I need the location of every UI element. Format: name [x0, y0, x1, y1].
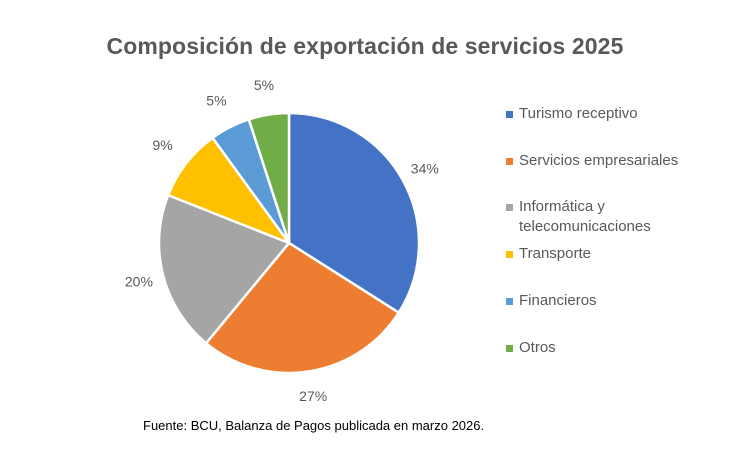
pie-data-labels: 34% 27% 20% 9% 5% 5% [125, 77, 439, 404]
legend-swatch [506, 345, 513, 352]
legend-label: Servicios empresariales [519, 152, 679, 169]
data-label-servicios-empresariales: 27% [299, 388, 327, 404]
legend-swatch [506, 298, 513, 305]
pie-slice-otros [247, 111, 291, 245]
legend-label: Turismo receptivo [519, 105, 638, 122]
source-note: Fuente: BCU, Balanza de Pagos publicada … [143, 418, 485, 433]
legend-label: Otros [519, 339, 556, 356]
pie-slices [157, 111, 421, 375]
data-label-informatica-y-telecomunicaciones: 20% [125, 274, 153, 290]
legend-swatch [506, 158, 513, 165]
data-label-turismo-receptivo: 34% [411, 160, 439, 176]
chart-title: Composición de exportación de servicios … [106, 33, 624, 59]
data-label-otros: 5% [254, 77, 274, 93]
data-label-financieros: 5% [206, 92, 226, 108]
legend-label: Transporte [519, 245, 591, 262]
legend-label: Informática y telecomunicaciones [519, 198, 651, 235]
legend-swatch [506, 251, 513, 258]
legend-swatch [506, 111, 513, 118]
legend-label: Financieros [519, 292, 597, 309]
pie-slice-informatica-y-telecomunicaciones [157, 193, 291, 345]
pie-slice-servicios-empresariales [204, 241, 401, 375]
data-label-transporte: 9% [152, 137, 172, 153]
legend-swatch [506, 204, 513, 211]
